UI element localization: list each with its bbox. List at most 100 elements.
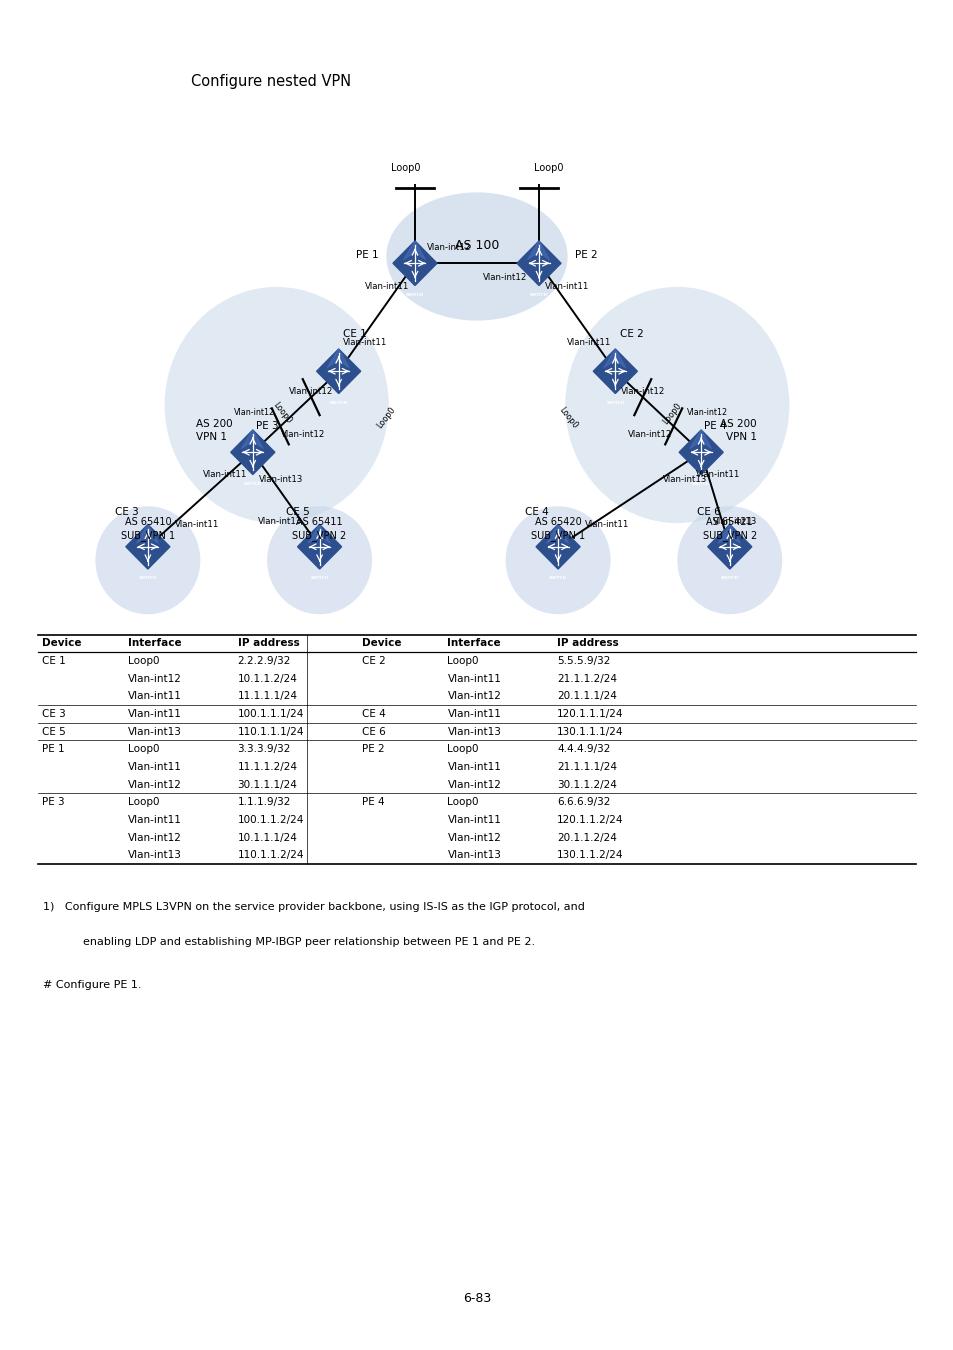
Text: PE 1: PE 1 [355, 250, 378, 261]
Text: Vlan-int12: Vlan-int12 [426, 243, 471, 252]
Text: 120.1.1.2/24: 120.1.1.2/24 [557, 815, 623, 825]
Text: Interface: Interface [447, 639, 500, 648]
Polygon shape [517, 240, 560, 285]
Text: PE 4: PE 4 [703, 421, 726, 431]
Text: 5.5.5.9/32: 5.5.5.9/32 [557, 656, 610, 666]
Ellipse shape [95, 506, 200, 614]
Polygon shape [241, 429, 263, 448]
Text: 110.1.1.1/24: 110.1.1.1/24 [237, 726, 304, 737]
Text: Vlan-int12: Vlan-int12 [627, 429, 672, 439]
Text: CE 3: CE 3 [42, 709, 66, 720]
Text: Vlan-int12: Vlan-int12 [447, 691, 500, 701]
Text: Vlan-int12: Vlan-int12 [233, 408, 274, 417]
Text: Vlan-int11: Vlan-int11 [584, 520, 629, 529]
Text: Vlan-int11: Vlan-int11 [447, 709, 500, 720]
Text: Vlan-int11: Vlan-int11 [364, 282, 409, 292]
Text: IP address: IP address [237, 639, 299, 648]
Text: SWITCH: SWITCH [244, 482, 261, 486]
Text: CE 2: CE 2 [619, 329, 643, 339]
Text: Vlan-int13: Vlan-int13 [712, 517, 757, 526]
Text: 11.1.1.1/24: 11.1.1.1/24 [237, 691, 297, 701]
Text: 4.4.4.9/32: 4.4.4.9/32 [557, 744, 610, 755]
Text: Vlan-int12: Vlan-int12 [447, 833, 500, 842]
Polygon shape [527, 240, 549, 259]
Polygon shape [316, 350, 360, 394]
Polygon shape [327, 350, 349, 367]
Text: SWITCH: SWITCH [549, 576, 566, 580]
Ellipse shape [386, 193, 567, 321]
Text: AS 65411
SUB_VPN 2: AS 65411 SUB_VPN 2 [293, 517, 346, 541]
Text: AS 200
VPN 1: AS 200 VPN 1 [720, 418, 756, 441]
Text: Loop0: Loop0 [391, 163, 419, 173]
Text: AS 100: AS 100 [455, 239, 498, 252]
Text: Vlan-int12: Vlan-int12 [620, 387, 665, 397]
Text: # Configure PE 1.: # Configure PE 1. [43, 980, 141, 990]
Text: PE 2: PE 2 [361, 744, 384, 755]
Text: AS 200
VPN 1: AS 200 VPN 1 [195, 418, 232, 441]
Text: Vlan-int11: Vlan-int11 [447, 674, 500, 683]
Text: 130.1.1.2/24: 130.1.1.2/24 [557, 850, 623, 860]
Text: Vlan-int12: Vlan-int12 [128, 779, 181, 790]
Polygon shape [126, 525, 170, 570]
Text: Vlan-int12: Vlan-int12 [447, 779, 500, 790]
Text: 6.6.6.9/32: 6.6.6.9/32 [557, 798, 610, 807]
Text: Vlan-int11: Vlan-int11 [128, 815, 181, 825]
Text: 30.1.1.2/24: 30.1.1.2/24 [557, 779, 617, 790]
Text: PE 4: PE 4 [361, 798, 384, 807]
Ellipse shape [267, 506, 372, 614]
Text: 10.1.1.1/24: 10.1.1.1/24 [237, 833, 297, 842]
Text: Interface: Interface [128, 639, 181, 648]
Text: SWITCH: SWITCH [406, 293, 423, 297]
Polygon shape [136, 525, 158, 543]
Text: 6-83: 6-83 [462, 1292, 491, 1305]
Text: Loop0: Loop0 [128, 656, 159, 666]
Polygon shape [393, 240, 436, 285]
Text: CE 5: CE 5 [42, 726, 66, 737]
Polygon shape [546, 525, 568, 543]
Text: Vlan-int11: Vlan-int11 [342, 338, 387, 347]
Text: Vlan-int12: Vlan-int12 [128, 674, 181, 683]
Text: 3.3.3.9/32: 3.3.3.9/32 [237, 744, 291, 755]
Text: 120.1.1.1/24: 120.1.1.1/24 [557, 709, 623, 720]
Polygon shape [536, 525, 579, 570]
Text: Device: Device [42, 639, 81, 648]
Text: AS 65410
SUB_VPN 1: AS 65410 SUB_VPN 1 [121, 517, 174, 541]
Text: Vlan-int11: Vlan-int11 [128, 709, 181, 720]
Text: Vlan-int12: Vlan-int12 [128, 833, 181, 842]
Text: Vlan-int13: Vlan-int13 [661, 475, 706, 485]
Text: Loop0: Loop0 [447, 744, 478, 755]
Text: Loop0: Loop0 [660, 401, 682, 425]
Text: Vlan-int11: Vlan-int11 [447, 815, 500, 825]
Text: SWITCH: SWITCH [139, 576, 156, 580]
Text: Loop0: Loop0 [534, 163, 562, 173]
Text: Vlan-int13: Vlan-int13 [447, 726, 500, 737]
Text: 20.1.1.2/24: 20.1.1.2/24 [557, 833, 617, 842]
Polygon shape [707, 525, 751, 570]
Polygon shape [718, 525, 740, 543]
Text: AS 65420
SUB_VPN 1: AS 65420 SUB_VPN 1 [531, 517, 584, 541]
Text: Vlan-int11: Vlan-int11 [174, 520, 219, 529]
Ellipse shape [165, 288, 389, 524]
Text: Vlan-int11: Vlan-int11 [202, 470, 247, 479]
Text: Loop0: Loop0 [271, 401, 293, 425]
Text: Vlan-int13: Vlan-int13 [128, 726, 181, 737]
Text: 21.1.1.1/24: 21.1.1.1/24 [557, 761, 617, 772]
Text: 1.1.1.9/32: 1.1.1.9/32 [237, 798, 291, 807]
Text: CE 5: CE 5 [286, 508, 310, 517]
Text: CE 1: CE 1 [343, 329, 367, 339]
Text: CE 2: CE 2 [361, 656, 385, 666]
Ellipse shape [505, 506, 610, 614]
Text: IP address: IP address [557, 639, 618, 648]
Text: enabling LDP and establishing MP-IBGP peer relationship between PE 1 and PE 2.: enabling LDP and establishing MP-IBGP pe… [83, 937, 535, 946]
Text: Vlan-int12: Vlan-int12 [686, 408, 727, 417]
Text: SWITCH: SWITCH [692, 482, 709, 486]
Polygon shape [593, 350, 637, 394]
Polygon shape [603, 350, 625, 367]
Text: Vlan-int13: Vlan-int13 [128, 850, 181, 860]
Text: CE 6: CE 6 [361, 726, 385, 737]
Text: 100.1.1.2/24: 100.1.1.2/24 [237, 815, 304, 825]
Text: 1)   Configure MPLS L3VPN on the service provider backbone, using IS-IS as the I: 1) Configure MPLS L3VPN on the service p… [43, 902, 584, 911]
Ellipse shape [564, 288, 789, 524]
Text: Vlan-int11: Vlan-int11 [447, 761, 500, 772]
Text: Vlan-int12: Vlan-int12 [482, 273, 527, 282]
